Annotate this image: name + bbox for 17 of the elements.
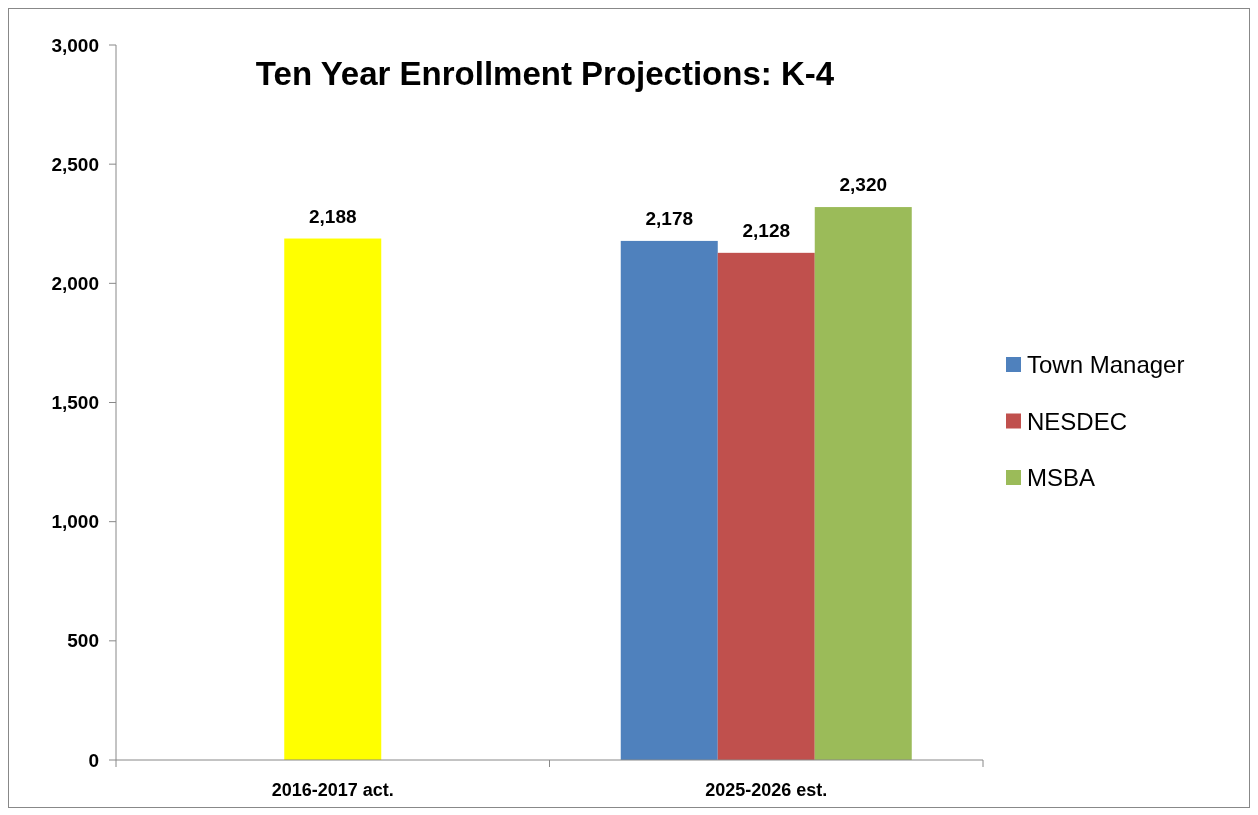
y-tick-label: 3,000 <box>51 34 99 56</box>
y-tick-label: 2,500 <box>51 153 99 175</box>
data-label: 2,320 <box>839 174 888 196</box>
data-label: 2,178 <box>645 207 694 229</box>
legend-label: MSBA <box>1027 464 1096 492</box>
y-tick-label: 500 <box>67 630 99 652</box>
data-label: 2,128 <box>742 219 791 241</box>
y-tick-label: 1,500 <box>51 392 99 414</box>
y-tick-label: 0 <box>88 749 99 771</box>
data-label: 2,188 <box>308 205 357 227</box>
chart-title: Ten Year Enrollment Projections: K-4 <box>255 55 835 92</box>
x-tick-label: 2025-2026 est. <box>705 780 828 800</box>
y-tick-label: 1,000 <box>51 511 99 533</box>
y-tick-label: 2,000 <box>51 272 99 294</box>
x-tick-label: 2016-2017 act. <box>271 780 394 800</box>
legend-label: NESDEC <box>1027 407 1128 435</box>
legend-label: Town Manager <box>1027 351 1185 379</box>
